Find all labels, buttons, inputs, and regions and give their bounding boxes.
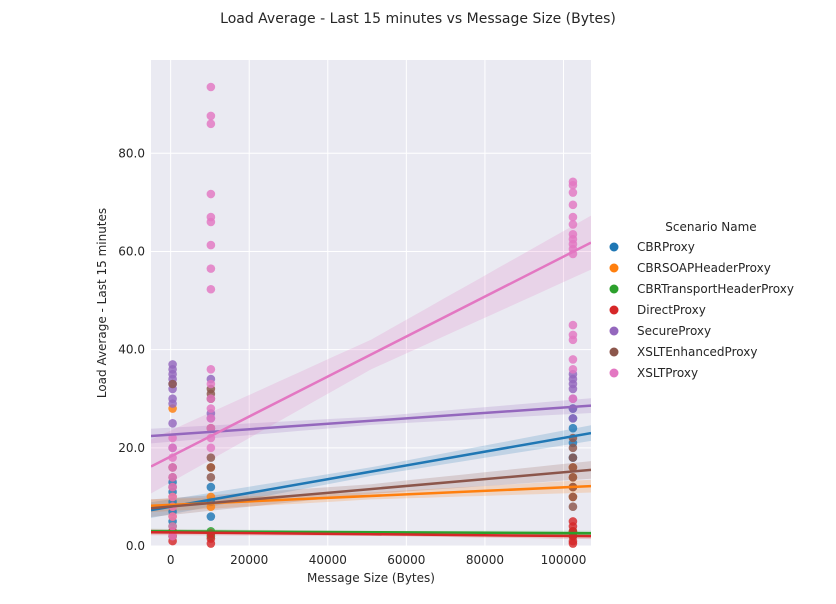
x-axis-label: Message Size (Bytes) — [307, 571, 435, 585]
data-point-6 — [168, 522, 177, 531]
plot-background — [151, 60, 591, 546]
legend-marker-1 — [609, 263, 619, 273]
data-point-6 — [206, 284, 216, 294]
legend-label-1: CBRSOAPHeaderProxy — [637, 261, 771, 275]
legend-label-2: CBRTransportHeaderProxy — [637, 282, 794, 296]
data-point-6 — [568, 212, 578, 222]
y-tick-label: 0.0 — [126, 539, 145, 553]
trend-line-0 — [151, 431, 591, 512]
data-point-5 — [568, 443, 578, 453]
scatter-points — [168, 82, 578, 548]
data-point-6 — [206, 364, 216, 374]
data-point-6 — [568, 177, 578, 187]
x-tick-label: 60000 — [387, 553, 425, 567]
legend-marker-6 — [609, 368, 619, 378]
data-point-6 — [568, 188, 578, 197]
legend-marker-2 — [609, 284, 619, 294]
legend-marker-0 — [609, 242, 619, 252]
x-tick-label: 100000 — [541, 553, 587, 567]
y-tick-label: 40.0 — [118, 343, 145, 357]
data-point-0 — [206, 482, 216, 492]
data-point-0 — [206, 512, 216, 521]
data-point-6 — [168, 472, 177, 482]
data-point-6 — [206, 394, 216, 404]
legend-label-5: XSLTEnhancedProxy — [637, 345, 757, 359]
data-point-6 — [206, 423, 216, 433]
data-point-6 — [568, 355, 578, 364]
data-point-5 — [568, 453, 578, 462]
data-point-4 — [168, 418, 177, 428]
x-tick-label: 40000 — [309, 553, 347, 567]
y-tick-label: 20.0 — [118, 441, 145, 455]
x-tick-label: 80000 — [466, 553, 504, 567]
data-point-1 — [206, 502, 216, 512]
data-point-6 — [206, 264, 216, 273]
trend-line-4 — [151, 404, 591, 438]
legend: Scenario Name CBRProxy CBRSOAPHeaderProxy… — [609, 220, 794, 380]
data-point-4 — [168, 394, 177, 404]
data-point-6 — [168, 512, 177, 521]
data-point-6 — [168, 463, 177, 472]
data-point-6 — [568, 200, 578, 210]
trend-lines — [151, 241, 591, 538]
data-point-6 — [568, 320, 578, 330]
data-point-6 — [206, 119, 216, 129]
trend-line-5 — [151, 468, 591, 510]
trend-line-3 — [151, 531, 591, 538]
data-point-5 — [206, 472, 216, 482]
legend-marker-3 — [609, 305, 619, 315]
data-point-6 — [568, 220, 578, 229]
data-point-6 — [206, 379, 216, 389]
legend-label-6: XSLTProxy — [637, 366, 698, 380]
x-tick-label: 0 — [167, 553, 175, 567]
legend-label-3: DirectProxy — [637, 303, 706, 317]
data-point-5 — [568, 502, 578, 512]
legend-label-4: SecureProxy — [637, 324, 711, 338]
data-point-5 — [206, 463, 216, 472]
data-point-6 — [568, 364, 578, 374]
data-point-5 — [568, 472, 578, 482]
data-point-3 — [568, 517, 578, 526]
data-point-4 — [568, 414, 578, 423]
data-point-6 — [206, 414, 216, 423]
y-axis-label: Load Average - Last 15 minutes — [95, 208, 109, 398]
data-point-6 — [568, 394, 578, 404]
data-point-0 — [568, 423, 578, 433]
data-point-6 — [206, 240, 216, 250]
data-point-6 — [568, 229, 578, 239]
data-point-5 — [568, 463, 578, 472]
data-point-6 — [206, 443, 216, 453]
legend-marker-4 — [609, 326, 619, 336]
chart-title: Load Average - Last 15 minutes vs Messag… — [220, 11, 616, 27]
data-point-6 — [168, 443, 177, 453]
data-point-6 — [168, 482, 177, 492]
plot-area: 0 20000 40000 60000 80000 100000 0.0 20.0 40.0 60… — [118, 60, 591, 567]
y-tick-label: 60.0 — [118, 244, 145, 258]
legend-label-0: CBRProxy — [637, 240, 695, 254]
data-point-6 — [206, 212, 216, 222]
trend-line-2 — [151, 530, 591, 535]
data-point-6 — [206, 404, 216, 413]
legend-marker-5 — [609, 347, 619, 357]
data-point-6 — [206, 82, 216, 92]
data-point-5 — [206, 453, 216, 462]
data-point-6 — [168, 531, 177, 541]
data-point-6 — [568, 330, 578, 340]
data-point-6 — [206, 111, 216, 121]
legend-title: Scenario Name — [665, 220, 756, 234]
data-point-5 — [168, 379, 177, 389]
x-tick-label: 20000 — [230, 553, 268, 567]
data-point-6 — [168, 492, 177, 502]
y-tick-label: 80.0 — [118, 146, 145, 160]
trend-line-6 — [151, 241, 591, 468]
data-point-4 — [168, 360, 177, 369]
data-point-5 — [568, 492, 578, 502]
data-point-6 — [206, 189, 216, 199]
